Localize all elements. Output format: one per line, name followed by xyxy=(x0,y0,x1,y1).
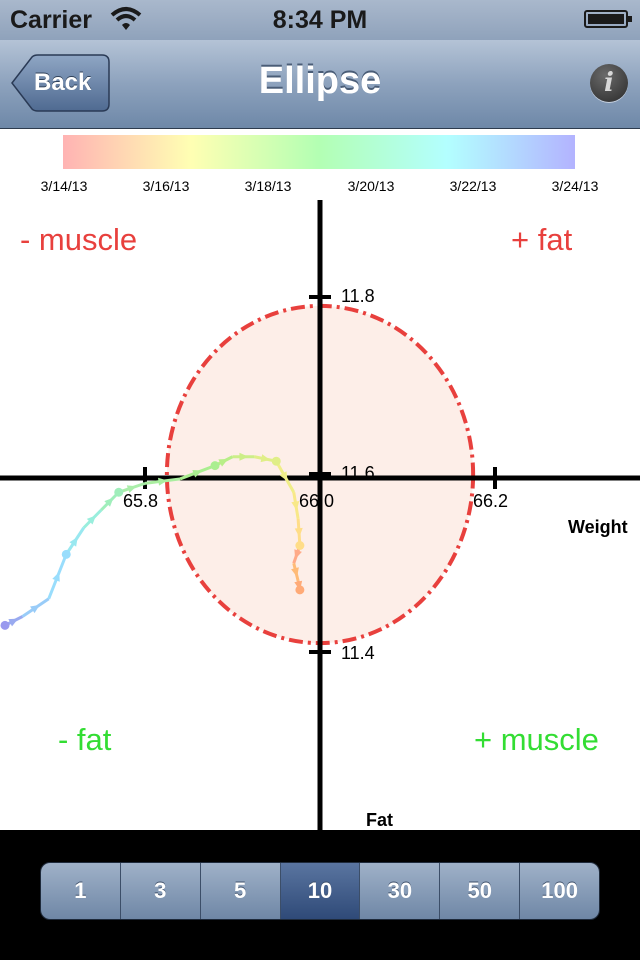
period-option-30[interactable]: 30 xyxy=(360,863,441,919)
clock: 8:34 PM xyxy=(272,6,368,34)
trail-arrow xyxy=(69,536,78,547)
data-point xyxy=(271,456,281,466)
back-button-shape xyxy=(11,54,110,112)
back-button[interactable]: Back xyxy=(10,54,110,112)
period-option-1[interactable]: 1 xyxy=(41,863,121,919)
period-option-100[interactable]: 100 xyxy=(520,863,599,919)
trail-arrow xyxy=(30,604,40,614)
status-bar: Carrier 8:34 PM xyxy=(0,0,640,40)
trail-arrow xyxy=(52,571,60,582)
legend-date: 3/24/13 xyxy=(551,178,599,194)
period-option-10[interactable]: 10 xyxy=(280,863,361,919)
trail-arrow xyxy=(86,515,97,525)
legend-date: 3/16/13 xyxy=(142,178,190,194)
y-tick-label: 11.8 xyxy=(341,286,375,306)
x-tick-label: 66.2 xyxy=(473,491,509,511)
date-color-legend xyxy=(63,135,575,169)
legend-date: 3/14/13 xyxy=(40,178,88,194)
trail-arrow xyxy=(291,567,299,577)
trail-arrow xyxy=(239,452,249,461)
trail-arrow xyxy=(192,469,203,478)
period-option-5[interactable]: 5 xyxy=(200,863,281,919)
period-option-50[interactable]: 50 xyxy=(440,863,521,919)
data-point xyxy=(61,549,71,559)
trail-arrow xyxy=(279,471,288,482)
quadrant-label-bottom-right: + muscle xyxy=(474,722,599,757)
data-point xyxy=(295,585,305,595)
y-axis-title: Fat xyxy=(366,810,393,830)
quadrant-label-top-right: + fat xyxy=(511,222,573,257)
data-point xyxy=(114,487,124,497)
carrier-label: Carrier xyxy=(10,6,92,34)
x-axis-title: Weight xyxy=(568,517,628,537)
trail-arrow xyxy=(158,477,168,486)
back-button-label: Back xyxy=(34,69,92,96)
y-tick-label: 11.6 xyxy=(341,463,375,483)
data-point xyxy=(210,461,220,471)
quadrant-label-bottom-left: - fat xyxy=(58,722,112,757)
x-tick-label: 65.8 xyxy=(123,491,159,511)
legend-date: 3/22/13 xyxy=(449,178,497,194)
page-title: Ellipse xyxy=(258,60,382,102)
trail-arrow xyxy=(8,618,19,627)
wifi-icon xyxy=(110,7,142,30)
y-tick-label: 11.4 xyxy=(341,643,375,663)
trail-arrow xyxy=(294,549,302,560)
battery-icon xyxy=(584,10,632,28)
trail-arrow xyxy=(260,454,271,463)
weight-fat-trail xyxy=(0,452,305,630)
quadrant-label-top-left: - muscle xyxy=(20,222,138,257)
legend-date: 3/18/13 xyxy=(244,178,292,194)
info-icon[interactable]: i xyxy=(590,64,628,102)
bottom-toolbar: 1 3 5 10 30 50 100 xyxy=(0,830,640,960)
period-option-3[interactable]: 3 xyxy=(120,863,201,919)
trail-arrow xyxy=(218,458,229,467)
legend-date: 3/20/13 xyxy=(347,178,395,194)
navigation-bar: Back Ellipse i xyxy=(0,40,640,129)
trail-arrow xyxy=(104,497,114,507)
data-point xyxy=(295,541,305,550)
x-tick-label: 66.0 xyxy=(299,491,335,511)
trail-arrow xyxy=(126,485,137,493)
ellipse-chart xyxy=(0,200,640,830)
data-point xyxy=(0,620,10,630)
trail-arrow xyxy=(291,500,300,511)
period-segmented-control: 1 3 5 10 30 50 100 xyxy=(40,862,600,920)
trail-arrow xyxy=(294,527,303,538)
